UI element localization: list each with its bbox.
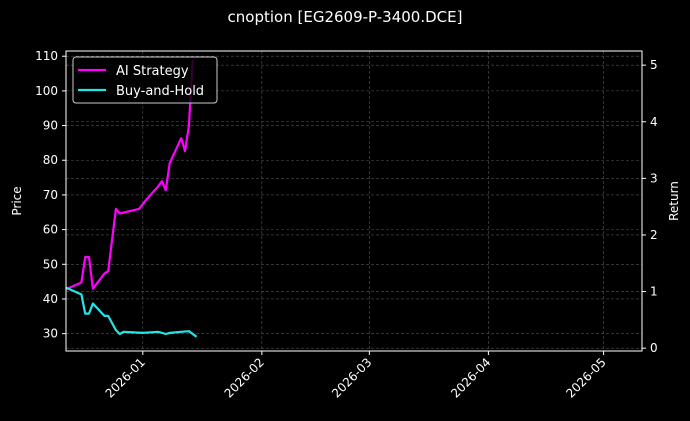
legend-label-strategy: AI Strategy: [116, 64, 189, 79]
y-left-tick-label: 40: [43, 292, 58, 306]
y-right-tick-label: 1: [650, 285, 658, 299]
y-left-tick-label: 100: [35, 84, 58, 98]
right-y-axis: 0 1 2 3 4 5: [642, 58, 658, 355]
legend-box: [72, 56, 218, 104]
left-y-axis: 30 40 50 60 70 80 90 100 110: [35, 49, 66, 341]
y-left-tick-label: 90: [43, 119, 58, 133]
x-tick-label: 2026-05: [563, 355, 608, 400]
x-tick-label: 2026-01: [103, 355, 148, 400]
series-line-ai-strategy: [65, 60, 194, 291]
x-axis: 2026-01 2026-02 2026-03 2026-04 2026-05: [103, 351, 609, 401]
y-left-tick-label: 30: [43, 327, 58, 341]
y-left-tick-label: 110: [35, 49, 58, 63]
series-lines: [65, 60, 198, 338]
y-right-tick-label: 2: [650, 228, 658, 242]
x-tick-label: 2026-04: [448, 355, 493, 400]
series-line-buy-and-hold: [65, 286, 198, 338]
y-axis-label-left: Price: [10, 186, 24, 215]
x-tick-label: 2026-02: [222, 355, 267, 400]
y-left-tick-label: 80: [43, 153, 58, 167]
legend-label-buyhold: Buy-and-Hold: [116, 84, 204, 99]
x-tick-label: 2026-03: [329, 355, 374, 400]
y-right-tick-label: 5: [650, 58, 658, 72]
y-right-tick-label: 0: [650, 341, 658, 355]
y-left-tick-label: 60: [43, 223, 58, 237]
legend: AI Strategy Buy-and-Hold: [72, 56, 218, 104]
y-right-tick-label: 4: [650, 115, 658, 129]
y-axis-label-right: Return: [667, 181, 681, 221]
plot-frame: [65, 50, 643, 352]
chart-title: cnoption [EG2609-P-3400.DCE]: [227, 8, 463, 26]
y-left-tick-label: 70: [43, 188, 58, 202]
y-left-tick-label: 50: [43, 257, 58, 271]
y-right-tick-label: 3: [650, 171, 658, 185]
grid-lines: [66, 51, 642, 351]
